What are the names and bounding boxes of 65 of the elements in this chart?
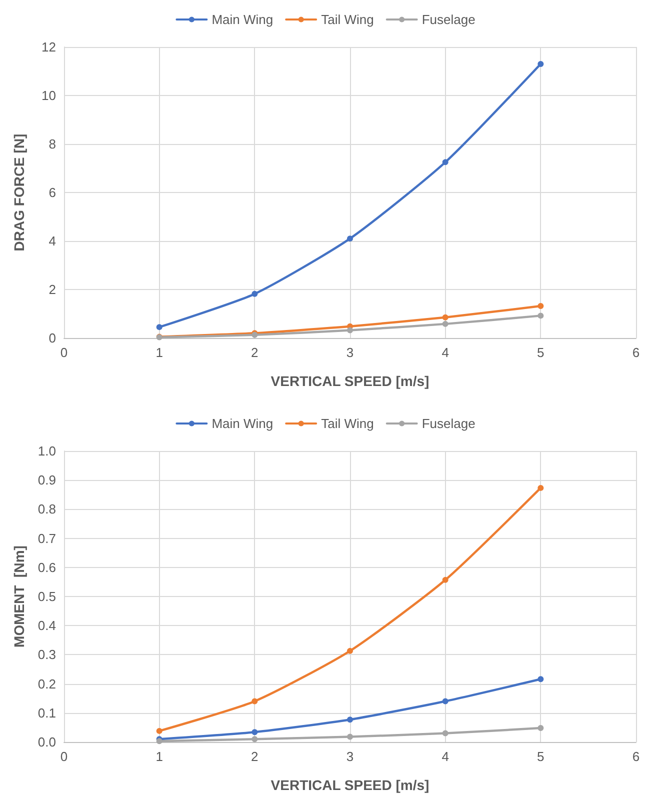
y-tick-label: 12	[42, 40, 56, 54]
legend-label: Fuselage	[422, 12, 476, 27]
y-tick-label: 6	[48, 185, 56, 200]
point	[156, 324, 162, 330]
point	[347, 236, 353, 242]
x-axis-title: VERTICAL SPEED [m/s]	[270, 777, 430, 793]
point	[156, 728, 162, 734]
y-tick-label: 8	[48, 136, 56, 152]
point	[347, 734, 353, 740]
y-tick-label: 0.6	[38, 560, 56, 575]
y-axis-title: MOMENT [Nm]	[11, 546, 27, 648]
y-axis-title: DRAG FORCE [N]	[11, 134, 27, 252]
x-tick-label: 6	[632, 749, 640, 764]
point	[538, 302, 544, 309]
y-tick-label: 10	[42, 88, 56, 103]
point	[442, 730, 448, 736]
point	[347, 648, 353, 654]
y-tick-label: 0.3	[38, 647, 56, 662]
point	[442, 698, 448, 704]
point	[347, 327, 353, 334]
legend-label: Tail Wing	[321, 416, 374, 431]
x-tick-label: 3	[346, 345, 354, 360]
y-tick-label: 0.9	[38, 472, 56, 488]
y-tick-label: 0.0	[38, 734, 56, 750]
point	[252, 729, 258, 736]
y-tick-label: 2	[48, 282, 56, 297]
point	[538, 60, 544, 67]
y-tick-label: 1.0	[38, 444, 56, 458]
point	[442, 576, 448, 583]
point	[442, 320, 448, 327]
x-axis-title: VERTICAL SPEED [m/s]	[270, 373, 430, 389]
point	[538, 676, 544, 682]
x-tick-label: 5	[537, 345, 544, 360]
point	[538, 484, 544, 491]
x-tick-label: 2	[251, 345, 258, 360]
x-tick-label: 3	[346, 749, 354, 764]
point	[252, 290, 258, 297]
point	[252, 698, 258, 704]
point	[347, 716, 353, 723]
x-tick-label: 6	[632, 345, 640, 360]
x-tick-label: 1	[156, 749, 163, 764]
legend-label: Tail Wing	[321, 12, 374, 27]
legend-label: Main Wing	[212, 416, 274, 431]
y-tick-label: 0.5	[38, 589, 56, 604]
y-tick-label: 0.8	[38, 502, 56, 517]
x-tick-label: 1	[156, 345, 163, 360]
y-tick-label: 0.1	[38, 705, 56, 720]
y-tick-label: 4	[48, 234, 56, 248]
x-tick-label: 0	[60, 749, 68, 764]
x-tick-label: 5	[537, 749, 544, 764]
x-tick-label: 2	[251, 749, 258, 764]
point	[538, 312, 544, 319]
y-tick-label: 0.2	[38, 676, 56, 692]
legend-label: Main Wing	[212, 12, 274, 27]
y-tick-label: 0	[48, 330, 56, 346]
point	[442, 159, 448, 166]
point	[252, 736, 258, 742]
point	[442, 314, 448, 320]
x-tick-label: 0	[60, 345, 68, 360]
y-tick-label: 0.4	[38, 618, 56, 634]
legend-label: Fuselage	[422, 416, 476, 431]
x-tick-label: 4	[442, 345, 449, 360]
x-tick-label: 4	[442, 749, 449, 764]
point	[538, 725, 544, 732]
y-tick-label: 0.7	[38, 530, 56, 546]
